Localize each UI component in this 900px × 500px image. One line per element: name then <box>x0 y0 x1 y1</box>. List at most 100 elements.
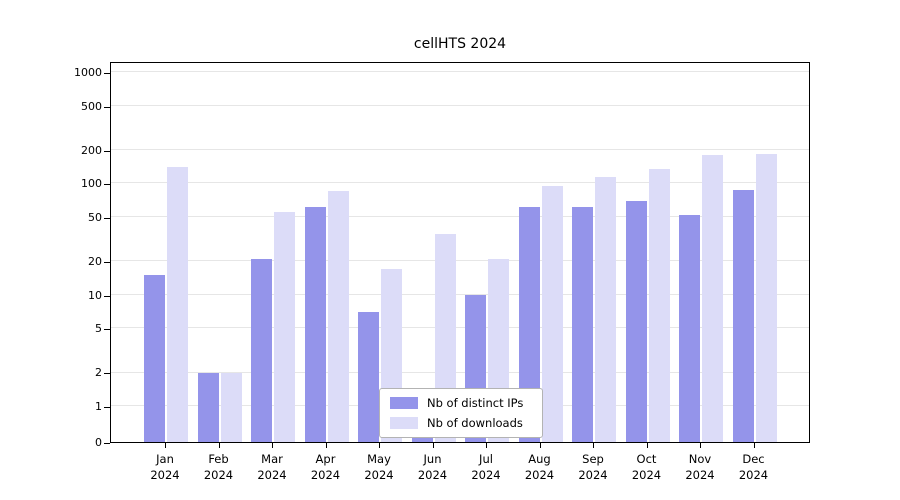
x-axis-tick-label: Dec 2024 <box>722 451 786 483</box>
x-axis-tick-mark <box>753 443 755 448</box>
bar-distinct-ips <box>358 311 379 442</box>
y-axis-tick-mark <box>104 73 110 75</box>
x-axis-month: Feb <box>208 452 229 466</box>
x-axis-tick-mark <box>272 443 273 448</box>
y-axis-tick-mark <box>104 373 110 375</box>
gridline <box>111 71 809 73</box>
x-axis-month: Dec <box>742 452 765 466</box>
y-axis-tick-label: 1000 <box>74 66 102 80</box>
y-axis-tick-label: 500 <box>81 99 102 113</box>
y-axis-tick-mark <box>104 184 110 186</box>
x-axis-tick-label: Jun 2024 <box>401 451 465 483</box>
y-axis-tick-label: 2 <box>95 366 102 380</box>
bar-distinct-ips <box>144 275 165 442</box>
x-axis-year: 2024 <box>310 468 341 483</box>
bar-distinct-ips <box>197 372 219 442</box>
legend-label-distinct-ips: Nb of distinct IPs <box>427 396 524 410</box>
x-axis-tick-mark <box>165 443 166 448</box>
legend: Nb of distinct IPs Nb of downloads <box>379 388 543 438</box>
chart-title: cellHTS 2024 <box>413 36 507 52</box>
gridline <box>111 215 809 217</box>
y-axis-tick-mark <box>104 329 110 331</box>
legend-entry-distinct-ips: Nb of distinct IPs <box>390 396 532 410</box>
bar-distinct-ips <box>304 206 326 442</box>
bar-distinct-ips <box>625 200 647 442</box>
x-axis-month: Jan <box>156 452 174 466</box>
x-axis-month: Aug <box>528 452 551 466</box>
x-axis-month: Oct <box>636 452 657 466</box>
y-axis-tick-label: 200 <box>81 143 102 157</box>
x-axis-tick-label: Feb 2024 <box>187 451 251 483</box>
bar-distinct-ips <box>732 189 754 442</box>
x-axis-tick-mark <box>432 443 434 448</box>
x-axis-year: 2024 <box>578 468 608 483</box>
x-axis-tick-mark <box>646 443 648 448</box>
x-axis-tick-label: Jul 2024 <box>454 451 518 483</box>
y-axis-tick-label: 1 <box>95 400 102 413</box>
x-axis-tick-label: Jan 2024 <box>133 451 197 483</box>
x-axis-tick-mark <box>700 443 701 448</box>
bar-distinct-ips <box>518 206 540 442</box>
x-axis-tick-label: Sep 2024 <box>561 451 625 483</box>
x-axis-year: 2024 <box>524 468 555 483</box>
x-axis-tick-mark <box>539 443 541 448</box>
x-axis-month: Apr <box>315 452 336 466</box>
gridline <box>111 293 809 295</box>
bar-downloads <box>648 168 670 442</box>
legend-swatch-downloads <box>390 417 418 429</box>
x-axis-month: May <box>367 452 391 466</box>
y-axis-tick-mark <box>104 106 110 108</box>
x-axis-year: 2024 <box>631 468 662 483</box>
x-axis-tick-mark <box>218 443 220 448</box>
y-axis-tick-label: 100 <box>81 177 102 191</box>
gridline <box>111 148 809 150</box>
x-axis-year: 2024 <box>417 468 448 483</box>
x-axis-year: 2024 <box>364 468 394 483</box>
gridline <box>111 327 809 329</box>
y-axis-tick-mark <box>104 295 110 297</box>
bar-downloads <box>220 372 242 442</box>
x-axis-year: 2024 <box>685 468 715 483</box>
gridline <box>111 371 809 373</box>
x-axis-tick-label: Nov 2024 <box>668 451 732 483</box>
y-axis-tick-mark <box>104 217 110 219</box>
x-axis-year: 2024 <box>203 468 234 483</box>
bar-distinct-ips <box>251 258 272 442</box>
x-axis-tick-mark <box>325 443 327 448</box>
x-axis-tick-mark <box>593 443 594 448</box>
x-axis-month: Nov <box>688 452 712 466</box>
x-axis-tick-label: Mar 2024 <box>240 451 304 483</box>
gridline <box>111 182 809 184</box>
x-axis-year: 2024 <box>257 468 287 483</box>
y-axis-tick-mark <box>104 407 110 408</box>
y-axis-tick-label: 20 <box>88 255 102 269</box>
x-axis-tick-label: Apr 2024 <box>294 451 358 483</box>
x-axis-year: 2024 <box>471 468 501 483</box>
plot-area: Nb of distinct IPs Nb of downloads <box>110 62 810 443</box>
x-axis-tick-label: Oct 2024 <box>615 451 679 483</box>
x-axis-month: Sep <box>582 452 604 466</box>
bar-downloads <box>755 153 777 442</box>
bar-distinct-ips <box>572 206 593 442</box>
bar-downloads <box>595 176 616 442</box>
gridline <box>111 260 809 262</box>
bar-downloads <box>702 155 723 442</box>
bar-downloads <box>167 167 188 442</box>
bar-distinct-ips <box>679 215 700 442</box>
y-axis-tick-label: 5 <box>95 322 102 336</box>
x-axis-year: 2024 <box>150 468 180 483</box>
bar-downloads <box>327 191 349 442</box>
x-axis-month: Jul <box>479 452 493 466</box>
x-axis-month: Jun <box>423 452 442 466</box>
y-axis-tick-label: 0 <box>95 436 102 449</box>
y-axis-tick-label: 10 <box>88 288 102 302</box>
x-axis-year: 2024 <box>738 468 769 483</box>
legend-entry-downloads: Nb of downloads <box>390 416 532 430</box>
x-axis-tick-mark <box>379 443 380 448</box>
x-axis-tick-label: May 2024 <box>347 451 411 483</box>
gridline <box>111 104 809 106</box>
x-axis-tick-label: Aug 2024 <box>508 451 572 483</box>
legend-swatch-distinct-ips <box>390 397 418 409</box>
y-axis-tick-label: 50 <box>88 210 102 224</box>
